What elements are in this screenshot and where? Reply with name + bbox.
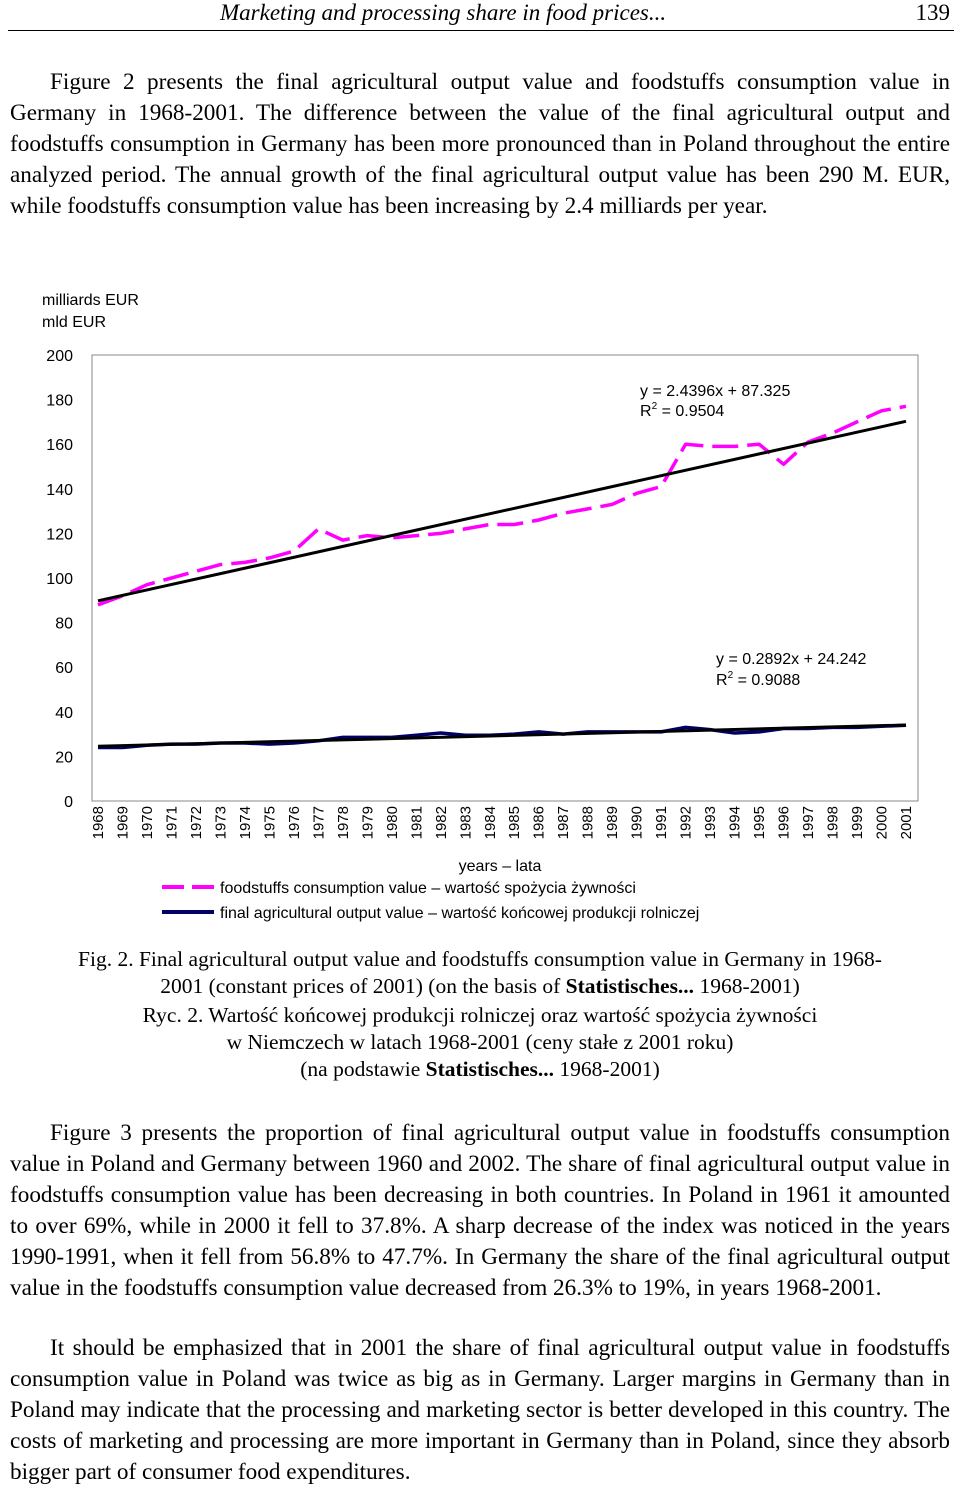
y-tick-label: 20 <box>55 749 73 766</box>
x-tick-label: 1972 <box>188 806 205 839</box>
legend-label-output: final agricultural output value – wartoś… <box>220 905 699 922</box>
y-tick-label: 200 <box>46 348 73 365</box>
x-tick-label: 1996 <box>776 806 793 839</box>
legend-label-consumption: foodstuffs consumption value – wartość s… <box>220 880 636 897</box>
series-layer <box>97 404 907 750</box>
x-tick-label: 1977 <box>310 806 327 839</box>
y-axis-label-pl: mld EUR <box>42 314 106 331</box>
line-chart: milliards EUR mld EUR 0 20 40 60 80 100 120 140… <box>42 292 919 922</box>
caption-pl-line3: (na podstawie Statistisches... 1968-2001… <box>300 1057 660 1081</box>
x-tick-label: 1986 <box>531 806 548 839</box>
x-tick-label: 1978 <box>335 806 352 839</box>
y-tick-label: 100 <box>46 571 73 588</box>
figure-caption-pl: Ryc. 2. Wartość końcowej produkcji rolni… <box>0 1002 960 1083</box>
caption-en-text: Fig. 2. Final agricultural output value … <box>78 947 882 998</box>
y-axis-label-en: milliards EUR <box>42 292 139 309</box>
legend: foodstuffs consumption value – wartość s… <box>162 880 699 922</box>
x-tick-label: 1968 <box>90 806 107 839</box>
x-tick-label: 1970 <box>139 806 156 839</box>
trend-r2-consumption: R2 = 0.9504 <box>640 401 724 420</box>
x-tick-label: 1973 <box>212 806 229 839</box>
x-tick-label: 1980 <box>384 806 401 839</box>
y-tick-label: 80 <box>55 616 73 633</box>
running-header: Marketing and processing share in food p… <box>8 0 954 31</box>
x-tick-label: 1983 <box>457 806 474 839</box>
x-tick-label: 1988 <box>580 806 597 839</box>
x-tick-label: 1984 <box>482 806 499 839</box>
figure-caption-en: Fig. 2. Final agricultural output value … <box>0 946 960 1000</box>
paragraph-figure3: Figure 3 presents the proportion of fina… <box>10 1120 950 1301</box>
paragraph-conclusion: It should be emphasized that in 2001 the… <box>10 1335 950 1485</box>
x-tick-label: 1997 <box>800 806 817 839</box>
x-tick-label: 2000 <box>874 806 891 839</box>
x-tick-label: 1969 <box>114 806 131 839</box>
x-tick-label: 1991 <box>653 806 670 839</box>
y-tick-label: 40 <box>55 705 73 722</box>
x-tick-label: 1989 <box>604 806 621 839</box>
page-number: 139 <box>915 0 951 25</box>
x-tick-label: 1976 <box>286 806 303 839</box>
running-header-title: Marketing and processing share in food p… <box>220 0 667 25</box>
y-tick-labels: 0 20 40 60 80 100 120 140 160 180 200 <box>46 348 73 811</box>
x-axis-label: years – lata <box>459 858 542 875</box>
paragraph-intro: Figure 2 presents the final agricultural… <box>10 69 950 219</box>
trendline-output <box>97 723 907 748</box>
x-tick-label: 1998 <box>825 806 842 839</box>
x-tick-label: 1975 <box>261 806 278 839</box>
x-tick-label: 1981 <box>408 806 425 839</box>
x-tick-label: 1971 <box>163 806 180 839</box>
x-tick-label: 1985 <box>506 806 523 839</box>
series-line-consumption <box>97 404 907 607</box>
y-tick-label: 0 <box>64 794 73 811</box>
y-tick-label: 140 <box>46 482 73 499</box>
caption-pl-line1: Ryc. 2. Wartość końcowej produkcji rolni… <box>142 1003 818 1027</box>
y-tick-label: 180 <box>46 393 73 410</box>
x-tick-label: 1992 <box>678 806 695 839</box>
x-tick-label: 1994 <box>727 806 744 839</box>
x-tick-label: 1990 <box>629 806 646 839</box>
y-tick-label: 160 <box>46 437 73 454</box>
x-tick-label: 1987 <box>555 806 572 839</box>
x-tick-label: 2001 <box>898 806 915 839</box>
x-tick-label: 1974 <box>237 806 254 839</box>
x-tick-labels: 1968 1969 1970 1971 1972 1973 1974 1975 1976 1977… <box>90 806 915 839</box>
caption-pl-line2: w Niemczech w latach 1968-2001 (ceny sta… <box>226 1030 734 1054</box>
x-tick-label: 1993 <box>702 806 719 839</box>
x-tick-label: 1982 <box>433 806 450 839</box>
trend-equation-consumption: y = 2.4396x + 87.325 <box>640 383 790 400</box>
y-tick-label: 120 <box>46 526 73 543</box>
x-tick-label: 1979 <box>359 806 376 839</box>
trendline-layer <box>97 419 907 748</box>
y-tick-label: 60 <box>55 660 73 677</box>
x-tick-label: 1999 <box>849 806 866 839</box>
trend-r2-output: R2 = 0.9088 <box>716 670 800 689</box>
x-tick-label: 1995 <box>751 806 768 839</box>
plot-area <box>91 354 919 802</box>
trend-equation-output: y = 0.2892x + 24.242 <box>716 651 866 668</box>
trendline-consumption <box>97 419 907 603</box>
